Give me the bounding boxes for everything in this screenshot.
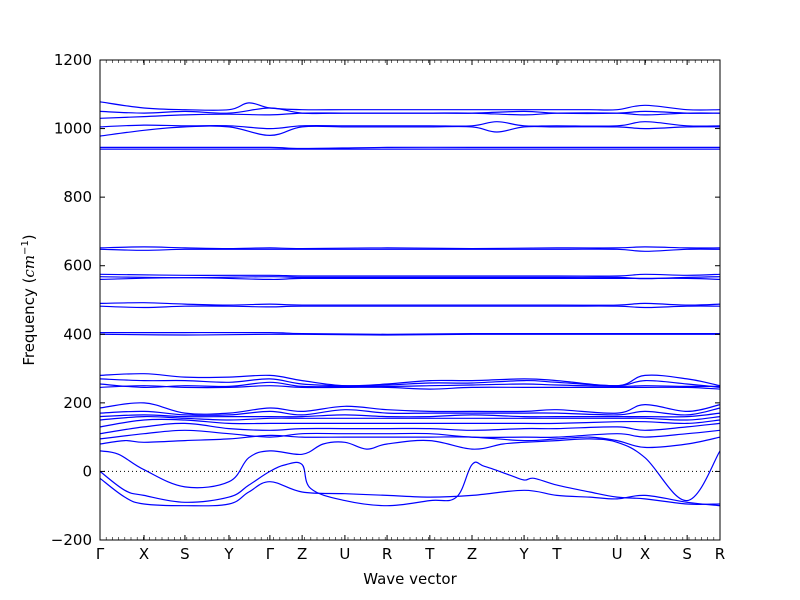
phonon-band-line [99,381,721,389]
phonon-band-line [99,412,721,418]
y-tick-label: −200 [51,531,92,549]
y-tick-label: 0 [82,462,92,480]
x-tick-label: Z [297,545,307,563]
y-tick-label: 200 [63,394,92,412]
phonon-band-line [99,246,721,250]
x-tick-label: Γ [96,545,105,563]
x-tick-label: R [382,545,392,563]
phonon-band-line [99,373,721,387]
x-tick-label: T [424,545,435,563]
y-tick-label: 600 [63,257,92,275]
phonon-band-line [99,415,721,421]
y-tick-label: 400 [63,325,92,343]
y-axis-ticks: −200 0 200 400 600 800 1000 1200 [51,51,720,549]
x-tick-label: Y [518,545,529,563]
phonon-band-line [99,429,721,440]
y-axis-label: Frequency (cm−1) [20,234,38,365]
x-tick-label: U [339,545,350,563]
phonon-band-line [99,333,720,336]
y-tick-label: 1000 [54,120,92,138]
x-tick-label: Γ [266,545,275,563]
phonon-band-line [99,112,721,119]
x-tick-label: Y [223,545,234,563]
phonon-band-line [99,477,721,507]
phonon-band-line [99,385,721,390]
phonon-band-line [99,402,721,415]
phonon-band-line [99,378,721,388]
x-tick-label: S [682,545,692,563]
phonon-band-line [99,407,721,416]
x-tick-label: Z [467,545,477,563]
y-tick-label: 1200 [54,51,92,69]
phonon-band-line [99,305,721,309]
x-tick-label: U [612,545,623,563]
phonon-band-line [99,146,720,150]
phonon-band-line [99,438,721,502]
phonon-band-line [99,434,721,449]
phonon-band-line [99,461,721,507]
x-tick-label: X [139,545,149,563]
x-tick-label: X [640,545,650,563]
x-axis-label: Wave vector [363,570,457,588]
phonon-band-line [99,101,721,111]
phonon-band-line [99,418,721,428]
x-tick-label: T [551,545,562,563]
phonon-band-line [99,277,721,281]
plot-area-background [100,60,720,540]
phonon-band-line [99,125,721,137]
x-tick-label: S [180,545,190,563]
y-tick-label: 800 [63,188,92,206]
plot-lines-group [99,101,721,507]
x-tick-label: R [715,545,725,563]
phonon-band-line [99,302,721,306]
phonon-band-line [99,248,721,252]
phonon-band-line [100,331,720,335]
phonon-band-line [99,273,721,277]
phonon-band-line [99,422,721,435]
